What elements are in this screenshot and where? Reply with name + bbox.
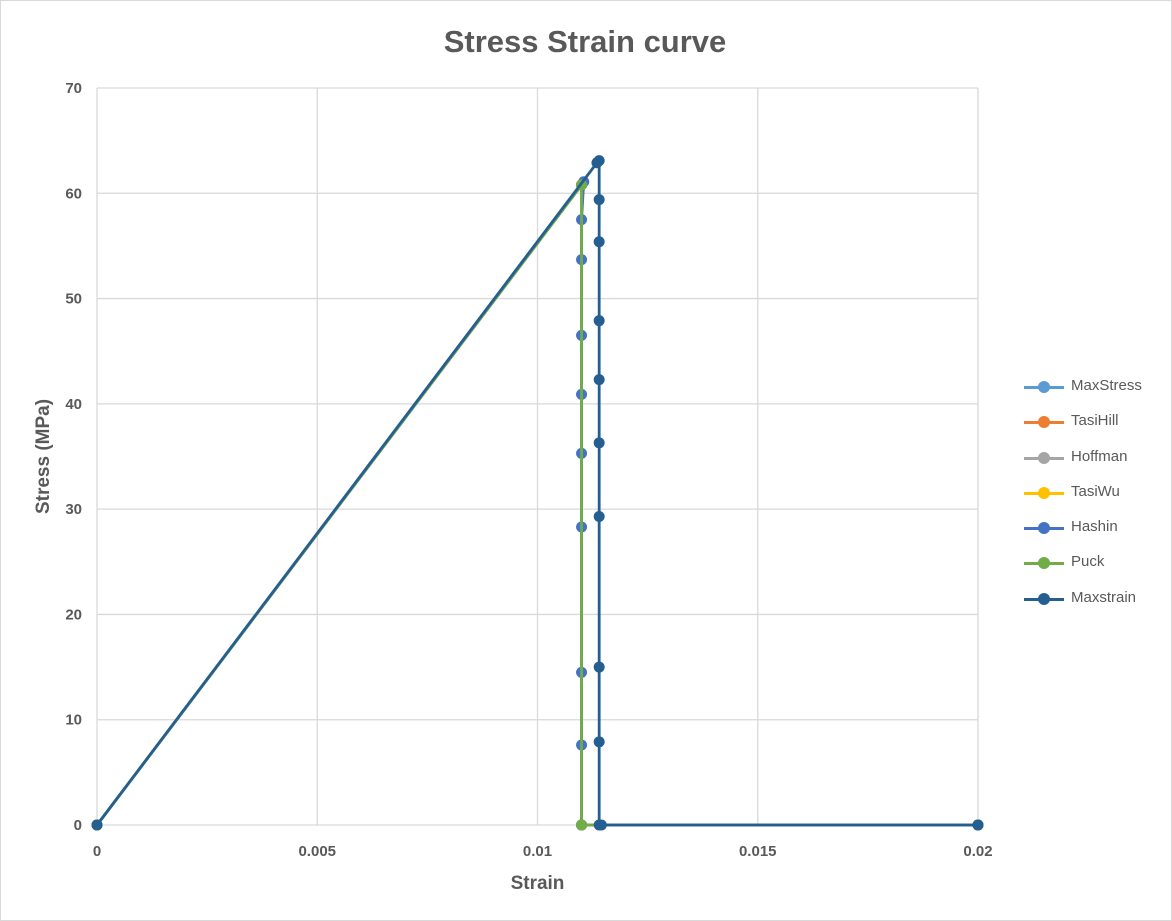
- legend-label: MaxStress: [1071, 377, 1142, 394]
- legend-swatch: [1024, 592, 1064, 605]
- legend: MaxStress TasiHill Hoffman TasiWu Hashin Puck…: [1024, 374, 1169, 621]
- x-tick-label: 0.01: [523, 843, 552, 860]
- y-tick-label: 40: [65, 396, 82, 413]
- y-tick-label: 60: [65, 185, 82, 202]
- legend-item: MaxStress: [1024, 374, 1169, 409]
- legend-swatch: [1024, 486, 1064, 499]
- legend-marker: [1038, 486, 1050, 499]
- data-point: [593, 374, 605, 386]
- legend-marker: [1038, 451, 1050, 464]
- legend-marker: [1038, 381, 1050, 393]
- legend-label: Hashin: [1071, 518, 1118, 536]
- tick-labels: 0 10 20 30 40 50 60 70 0 0.005 0.01 0.015 0.02: [65, 80, 992, 860]
- chart-title: Stress Strain curve: [443, 24, 727, 59]
- legend-label: Puck: [1071, 553, 1105, 571]
- y-tick-label: 20: [65, 606, 82, 623]
- x-tick-label: 0.005: [298, 843, 336, 860]
- y-tick-label: 10: [65, 712, 82, 729]
- legend-label: Maxstrain: [1071, 588, 1137, 606]
- y-axis-title: Stress (MPa): [33, 399, 54, 514]
- data-point: [593, 736, 605, 748]
- x-axis-title: Strain: [511, 873, 565, 894]
- data-point: [593, 511, 605, 523]
- legend-marker: [1038, 592, 1050, 605]
- legend-marker: [1038, 557, 1050, 570]
- x-tick-label: 0: [93, 843, 101, 860]
- y-tick-label: 30: [65, 501, 82, 518]
- legend-item: TasiWu: [1024, 480, 1169, 515]
- series-layer: [91, 155, 984, 831]
- legend-marker: [1038, 522, 1050, 535]
- x-tick-label: 0.02: [963, 843, 992, 860]
- series-maxstrain: [91, 155, 984, 831]
- data-point: [593, 194, 605, 206]
- data-point: [972, 819, 984, 831]
- y-tick-label: 0: [74, 817, 82, 834]
- y-tick-label: 70: [65, 80, 82, 97]
- legend-item: Maxstrain: [1024, 586, 1169, 621]
- x-tick-label: 0.015: [739, 843, 777, 860]
- legend-item: Puck: [1024, 550, 1169, 585]
- data-point: [593, 315, 605, 327]
- data-point: [593, 155, 605, 167]
- legend-swatch: [1024, 557, 1064, 570]
- legend-item: Hoffman: [1024, 445, 1169, 480]
- data-point: [595, 819, 607, 831]
- legend-swatch: [1024, 416, 1064, 429]
- legend-label: TasiWu: [1071, 482, 1120, 500]
- data-point: [576, 819, 588, 831]
- legend-swatch: [1024, 451, 1064, 464]
- legend-label: Hoffman: [1071, 447, 1128, 465]
- data-point: [593, 437, 605, 449]
- grid-lines: [96, 87, 979, 826]
- legend-item: TasiHill: [1024, 409, 1169, 444]
- legend-swatch: [1024, 522, 1064, 535]
- legend-label: TasiHill: [1071, 412, 1119, 430]
- legend-marker: [1038, 416, 1050, 429]
- data-point: [593, 236, 605, 248]
- legend-swatch: [1024, 381, 1064, 393]
- data-point: [91, 819, 103, 831]
- legend-item: Hashin: [1024, 515, 1169, 550]
- y-tick-label: 50: [65, 291, 82, 308]
- data-point: [593, 661, 605, 673]
